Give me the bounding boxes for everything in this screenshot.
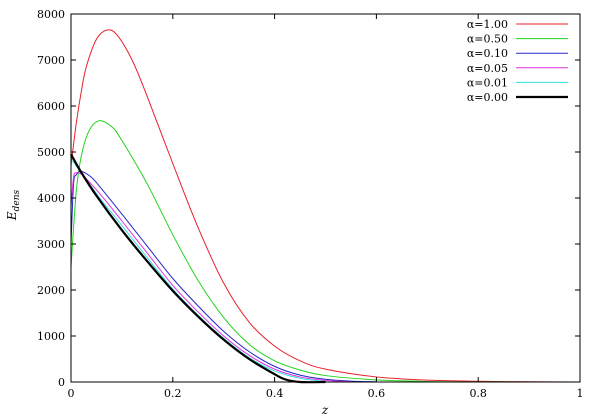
y-tick-label: 0 — [58, 376, 65, 389]
x-tick-label: 0.6 — [368, 387, 386, 400]
y-tick-label: 8000 — [37, 8, 65, 21]
series-line — [70, 170, 377, 383]
y-axis-label: Edens — [5, 189, 22, 221]
series-line — [70, 171, 351, 383]
legend-entry-label: α=1.00 — [467, 18, 508, 31]
y-axis-label-main: E — [5, 211, 19, 221]
y-tick-label: 5000 — [37, 146, 65, 159]
x-tick-label: 0.8 — [469, 387, 487, 400]
series-line — [70, 160, 326, 383]
y-tick-label: 2000 — [37, 284, 65, 297]
x-tick-label: 0.4 — [266, 387, 284, 400]
y-tick-label: 7000 — [37, 54, 65, 67]
x-axis-ticks: 0 0.2 0.4 0.6 0.8 1 — [68, 14, 584, 400]
series-line — [70, 120, 581, 383]
x-tick-label: 0 — [68, 387, 75, 400]
series-line — [70, 153, 326, 384]
plot-area — [70, 29, 581, 384]
legend: α=1.00 α=0.50α=0.10 α=0.05α=0.01 α=0.00 — [467, 18, 568, 104]
y-tick-label: 4000 — [37, 192, 65, 205]
legend-entry-label: α=0.00 — [467, 91, 508, 104]
legend-entry-label: α=0.05 — [467, 62, 508, 75]
y-tick-label: 3000 — [37, 238, 65, 251]
x-tick-label: 1 — [577, 387, 584, 400]
y-tick-label: 6000 — [37, 100, 65, 113]
y-axis-label-sub: dens — [12, 189, 22, 211]
x-tick-label: 0.2 — [164, 387, 182, 400]
y-axis-ticks: 0 1000 2000 3000 4000 5000 6000 7000 8000 — [37, 8, 580, 389]
legend-entry-label: α=0.10 — [467, 47, 508, 60]
series-line — [70, 29, 581, 383]
legend-entry-label: α=0.50 — [467, 33, 508, 46]
x-axis-label: z — [321, 403, 329, 417]
y-tick-label: 1000 — [37, 330, 65, 343]
legend-entry-label: α=0.01 — [467, 76, 508, 89]
